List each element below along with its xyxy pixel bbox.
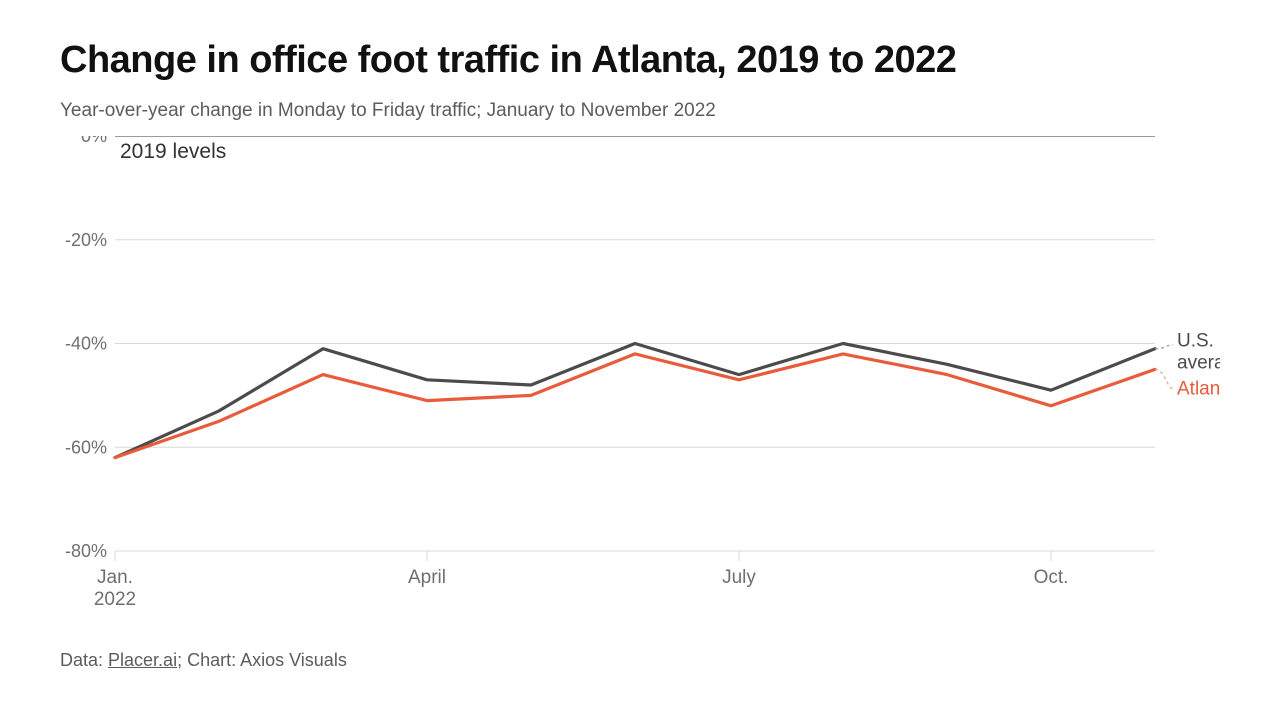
y-tick-label: -80% xyxy=(65,541,107,561)
source-link[interactable]: Placer.ai xyxy=(108,650,177,670)
chart-container: 0% -20% -40% -60% -80% Jan.2022 April July Oct. 2… xyxy=(60,136,1220,636)
source-prefix: Data: xyxy=(60,650,108,670)
series-label-atlanta: Atlanta xyxy=(1177,378,1220,399)
x-tick-label: Jan.2022 xyxy=(94,567,136,610)
y-tick-label: -60% xyxy=(65,437,107,457)
x-tick-label: April xyxy=(408,567,446,588)
source-suffix: ; Chart: Axios Visuals xyxy=(177,650,347,670)
x-tick-label: Oct. xyxy=(1034,567,1069,588)
y-tick-label: 0% xyxy=(81,136,107,146)
series-line-atlanta xyxy=(115,354,1155,458)
baseline-label: 2019 levels xyxy=(120,140,226,163)
page: Change in office foot traffic in Atlanta… xyxy=(0,0,1280,725)
chart-title: Change in office foot traffic in Atlanta… xyxy=(60,40,1220,82)
chart-source: Data: Placer.ai; Chart: Axios Visuals xyxy=(60,650,1220,671)
leader-line-us xyxy=(1155,344,1173,348)
line-chart: 0% -20% -40% -60% -80% Jan.2022 April July Oct. 2… xyxy=(60,136,1220,636)
x-tick-label: July xyxy=(722,567,756,588)
y-tick-label: -40% xyxy=(65,333,107,353)
series-line-u-s-average xyxy=(115,343,1155,457)
y-tick-label: -20% xyxy=(65,230,107,250)
leader-line-atlanta xyxy=(1155,369,1173,388)
chart-subtitle: Year-over-year change in Monday to Frida… xyxy=(60,100,1220,122)
series-label-us-average: U.S.average xyxy=(1177,330,1220,373)
